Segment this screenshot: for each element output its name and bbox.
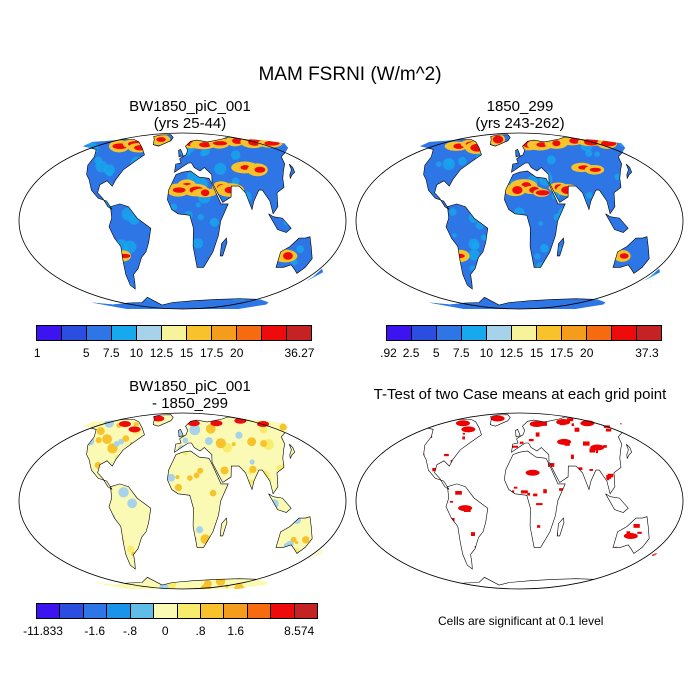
colorbar-swatch [537, 325, 562, 341]
colorbar-swatch [287, 325, 312, 341]
panel2-title: 1850_299 (yrs 243-262) [360, 98, 680, 132]
map-panel-3 [18, 412, 347, 590]
colorbar-tick-label: 2.5 [402, 346, 420, 360]
colorbar-swatch [386, 325, 412, 341]
colorbar-swatch [271, 603, 295, 619]
colorbar-tick-label: 0 [161, 624, 169, 638]
map-panel-2 [355, 132, 684, 310]
colorbar-bottom [36, 603, 319, 619]
colorbar-swatch [107, 603, 131, 619]
colorbar-swatch [294, 603, 319, 619]
colorbar-tick-label: 15 [179, 346, 194, 360]
colorbar-swatch [262, 325, 287, 341]
colorbar-swatch [612, 325, 637, 341]
colorbar-tick-label: 1 [33, 346, 41, 360]
panel4-title-line1: T-Test of two Case means at each grid po… [373, 386, 667, 403]
colorbar-swatch [237, 325, 262, 341]
colorbar-swatch [487, 325, 512, 341]
colorbar-tick-label: 12.5 [499, 346, 524, 360]
colorbar-tick-label: 10 [479, 346, 494, 360]
panel3-title: BW1850_piC_001 - 1850_299 [30, 378, 350, 412]
colorbar-tick-label: 10 [129, 346, 144, 360]
colorbar-tick-label: .92 [380, 346, 397, 360]
colorbar-tick-label: 15 [529, 346, 544, 360]
colorbar-tick-label: 12.5 [149, 346, 174, 360]
colorbar-tick-label: -11.833 [23, 624, 63, 638]
colorbar-swatch [162, 325, 187, 341]
colorbar-swatch [62, 325, 87, 341]
panel2-title-line2: (yrs 243-262) [475, 115, 565, 132]
colorbar-tick-label: -.8 [122, 624, 138, 638]
colorbar-swatch [187, 325, 212, 341]
colorbar-tick-label: .8 [195, 624, 206, 638]
coastlines [418, 414, 661, 589]
colorbar-tick-label: 8.574 [284, 624, 315, 638]
colorbar-swatch [36, 603, 61, 619]
colorbar-tick-label: 20 [230, 346, 244, 360]
colorbar-swatch [112, 325, 137, 341]
colorbar-swatch [462, 325, 487, 341]
map-panel-1 [18, 132, 347, 310]
map-border [18, 412, 347, 590]
colorbar-swatch [200, 603, 225, 619]
colorbar-top-right-labels: .92 2.5 5 7.5 10 12.5 15 17.5 20 37.3 [380, 346, 662, 362]
colorbar-swatch [437, 325, 462, 341]
colorbar-swatch [83, 603, 108, 619]
colorbar-tick-label: -1.6 [84, 624, 106, 638]
colorbar-tick-label: 5 [82, 346, 90, 360]
significance-note: Cells are significant at 0.1 level [438, 614, 604, 628]
colorbar-swatch [224, 603, 248, 619]
colorbar-tick-label: 17.5 [549, 346, 574, 360]
panel1-title-line1: BW1850_piC_001 [129, 98, 251, 115]
colorbar-swatch [587, 325, 612, 341]
colorbar-swatch [562, 325, 587, 341]
colorbar-swatch [512, 325, 537, 341]
panel1-title-line2: (yrs 25-44) [153, 115, 227, 132]
colorbar-swatch [60, 603, 84, 619]
map-border [18, 132, 347, 310]
panel4-title: T-Test of two Case means at each grid po… [345, 386, 695, 403]
colorbar-swatch [412, 325, 437, 341]
colorbar-tick-label: 36.27 [284, 346, 315, 360]
colorbar-tick-label: 20 [580, 346, 594, 360]
colorbar-swatch [137, 325, 162, 341]
colorbar-top-right [386, 325, 662, 341]
colorbar-tick-label: 17.5 [199, 346, 224, 360]
panel3-title-line2: - 1850_299 [152, 395, 228, 412]
colorbar-swatch [637, 325, 662, 341]
colorbar-top-left [36, 325, 312, 341]
colorbar-swatch [36, 325, 62, 341]
colorbar-top-left-labels: 1 5 7.5 10 12.5 15 17.5 20 36.27 [33, 346, 315, 362]
colorbar-swatch [177, 603, 201, 619]
colorbar-bottom-labels: -11.833 -1.6 -.8 0 .8 1.6 8.574 [23, 624, 318, 640]
colorbar-swatch [130, 603, 155, 619]
colorbar-tick-label: 7.5 [452, 346, 470, 360]
map-panel-4 [355, 412, 684, 590]
colorbar-tick-label: 7.5 [102, 346, 120, 360]
colorbar-tick-label: 5 [432, 346, 440, 360]
colorbar-swatch [212, 325, 237, 341]
colorbar-swatch [87, 325, 112, 341]
colorbar-swatch [247, 603, 272, 619]
figure-title: MAM FSRNI (W/m^2) [258, 64, 442, 85]
colorbar-swatch [154, 603, 178, 619]
colorbar-tick-label: 37.3 [635, 346, 659, 360]
panel3-title-line1: BW1850_piC_001 [129, 378, 251, 395]
panel2-title-line1: 1850_299 [486, 98, 554, 115]
map-border [355, 412, 684, 590]
panel1-title: BW1850_piC_001 (yrs 25-44) [30, 98, 350, 132]
map-border [355, 132, 684, 310]
colorbar-tick-label: 1.6 [227, 624, 245, 638]
